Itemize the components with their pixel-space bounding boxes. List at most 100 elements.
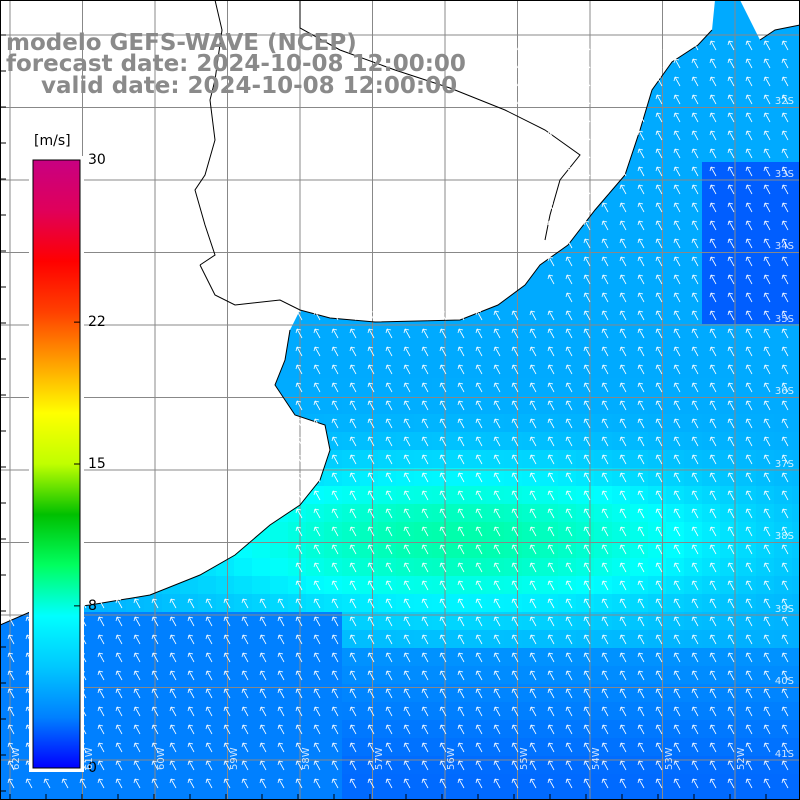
speed-cell	[558, 576, 576, 594]
wind-arrow	[709, 436, 717, 447]
wind-arrow	[367, 562, 375, 573]
speed-cell	[558, 792, 576, 800]
speed-cell	[702, 432, 720, 450]
speed-cell	[666, 252, 684, 270]
wind-arrow	[745, 616, 753, 627]
wind-arrow	[655, 40, 663, 51]
wind-arrow	[637, 292, 645, 303]
wind-arrow	[439, 562, 447, 573]
speed-cell	[486, 702, 504, 720]
wind-arrow	[745, 562, 753, 573]
wind-arrow	[781, 364, 789, 375]
wind-arrow	[367, 328, 375, 339]
wind-arrow	[745, 418, 753, 429]
speed-cell	[432, 702, 450, 720]
speed-cell	[792, 108, 800, 126]
speed-cell	[756, 630, 774, 648]
wind-arrow	[763, 418, 771, 429]
speed-cell	[792, 504, 800, 522]
wind-arrow	[601, 634, 609, 645]
wind-arrow	[331, 526, 339, 537]
wind-arrow	[331, 652, 339, 663]
wind-arrow	[601, 490, 609, 501]
wind-arrow	[475, 310, 483, 321]
speed-cell	[324, 360, 342, 378]
speed-cell	[504, 342, 522, 360]
wind-arrow	[547, 40, 555, 51]
speed-cell	[396, 468, 414, 486]
wind-arrow	[745, 436, 753, 447]
wind-arrow	[547, 526, 555, 537]
wind-arrow	[295, 472, 303, 483]
wind-arrow	[511, 652, 519, 663]
wind-arrow	[619, 544, 627, 555]
speed-cell	[432, 414, 450, 432]
speed-cell	[792, 144, 800, 162]
wind-arrow	[691, 616, 699, 627]
speed-cell	[450, 594, 468, 612]
wind-arrow	[331, 616, 339, 627]
wind-arrow	[349, 328, 357, 339]
wind-arrow	[619, 742, 627, 753]
speed-cell	[360, 576, 378, 594]
wind-arrow	[421, 652, 429, 663]
speed-cell	[738, 342, 756, 360]
speed-cell	[504, 468, 522, 486]
wind-arrow	[493, 724, 501, 735]
wind-arrow	[583, 94, 591, 105]
wind-arrow	[277, 652, 285, 663]
wind-arrow	[565, 688, 573, 699]
speed-cell	[468, 396, 486, 414]
speed-cell	[360, 504, 378, 522]
wind-arrow	[439, 652, 447, 663]
speed-cell	[756, 504, 774, 522]
wind-arrow	[169, 706, 177, 717]
wind-arrow	[637, 508, 645, 519]
speed-cell	[360, 684, 378, 702]
wind-arrow	[403, 472, 411, 483]
wind-arrow	[421, 598, 429, 609]
wind-arrow	[637, 76, 645, 87]
wind-arrow	[295, 346, 303, 357]
wind-arrow	[781, 598, 789, 609]
speed-cell	[342, 450, 360, 468]
speed-cell	[576, 468, 594, 486]
wind-arrow	[601, 598, 609, 609]
wind-arrow	[385, 742, 393, 753]
wind-arrow	[691, 274, 699, 285]
wind-arrow	[709, 544, 717, 555]
wind-arrow	[655, 652, 663, 663]
speed-cell	[540, 648, 558, 666]
wind-arrow	[547, 274, 555, 285]
wind-arrow	[583, 292, 591, 303]
wind-arrow	[295, 364, 303, 375]
wind-arrow	[529, 184, 537, 195]
wind-arrow	[655, 490, 663, 501]
wind-arrow	[781, 238, 789, 249]
speed-cell	[432, 720, 450, 738]
wind-arrow	[259, 634, 267, 645]
speed-cell	[468, 432, 486, 450]
wind-arrow	[565, 112, 573, 123]
wind-arrow	[763, 400, 771, 411]
speed-cell	[450, 666, 468, 684]
wind-arrow	[763, 490, 771, 501]
wind-arrow	[439, 310, 447, 321]
speed-cell	[666, 684, 684, 702]
speed-cell	[756, 432, 774, 450]
speed-cell	[0, 720, 18, 738]
wind-arrow	[367, 670, 375, 681]
speed-cell	[252, 666, 270, 684]
wind-arrow	[763, 706, 771, 717]
speed-cell	[684, 144, 702, 162]
speed-cell	[414, 342, 432, 360]
speed-cell	[342, 576, 360, 594]
wind-arrow	[457, 526, 465, 537]
wind-arrow	[673, 130, 681, 141]
speed-cell	[738, 144, 756, 162]
speed-cell	[612, 774, 630, 792]
wind-arrow	[241, 688, 249, 699]
wind-arrow	[781, 724, 789, 735]
speed-cell	[630, 252, 648, 270]
wind-arrow	[547, 310, 555, 321]
